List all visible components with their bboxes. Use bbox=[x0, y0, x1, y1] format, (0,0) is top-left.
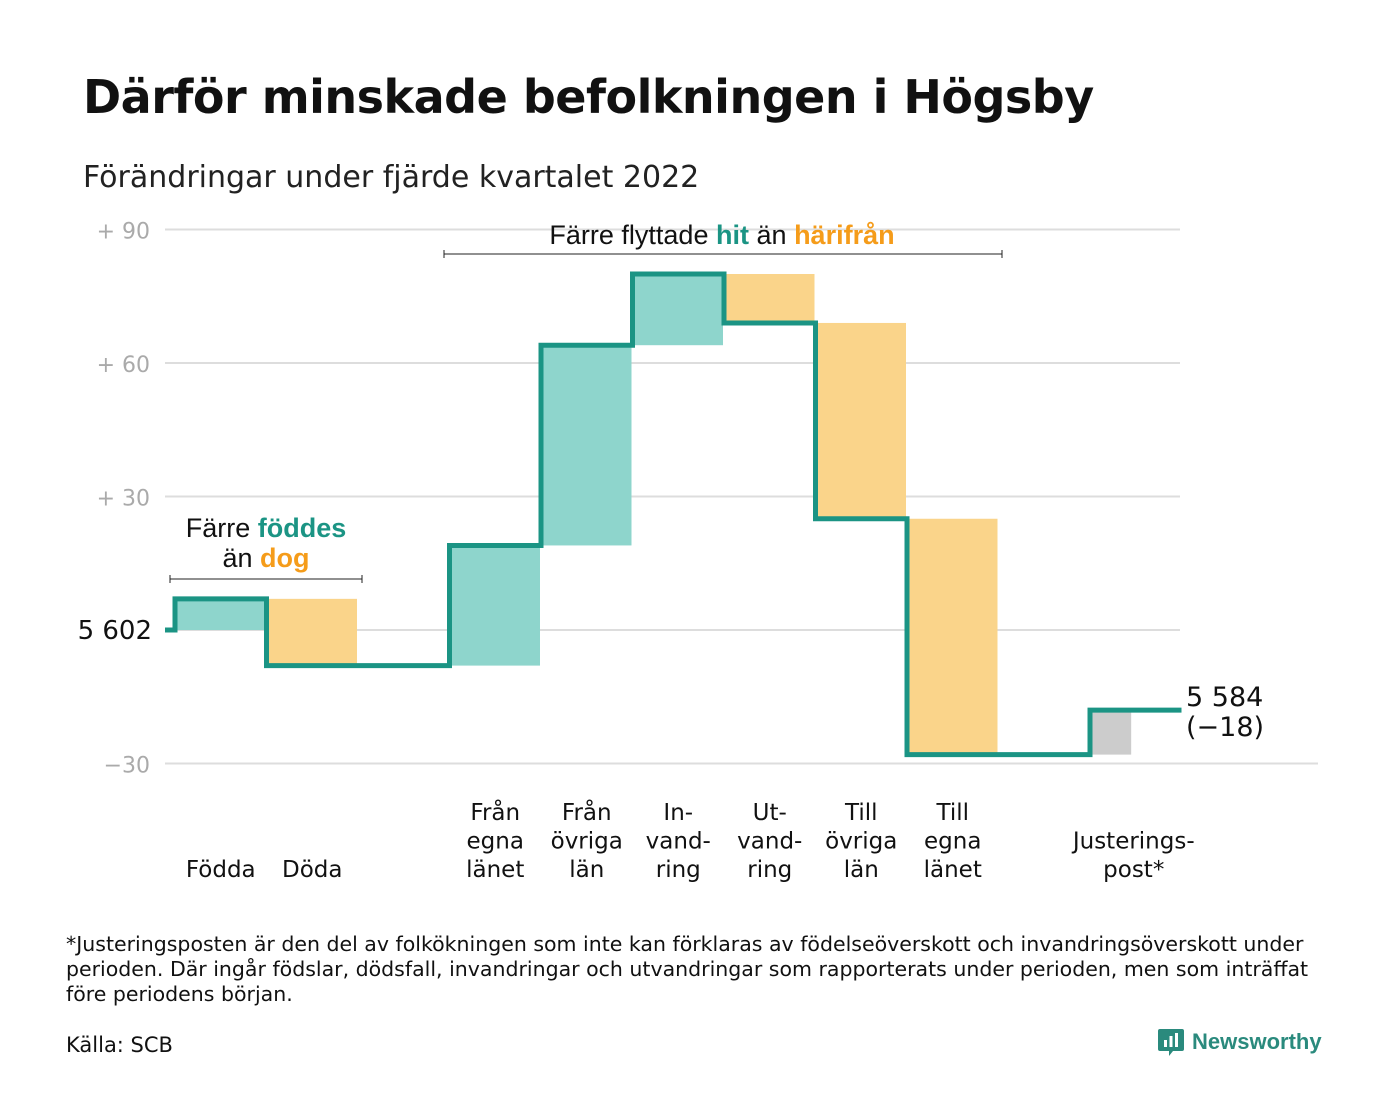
x-label-invandring: ring bbox=[656, 857, 701, 883]
x-axis-labels: Födda DödaFrånegnalänetFrånövrigalänIn-va… bbox=[186, 798, 1195, 883]
y-tick-label: −30 bbox=[104, 754, 150, 779]
bar-till_ovriga bbox=[815, 322, 906, 519]
migration-annotation-text: Färre flyttade bbox=[549, 220, 708, 250]
bar-doda bbox=[266, 598, 357, 666]
bar-fran_egna bbox=[449, 545, 540, 666]
bar-justering bbox=[1090, 710, 1132, 755]
x-label-fran_egna: egna bbox=[467, 829, 524, 855]
brand-name: Newsworthy bbox=[1192, 1029, 1322, 1054]
svg-text:Färre föddes: Färre föddes bbox=[186, 513, 347, 543]
x-label-till_ovriga: Till bbox=[844, 800, 878, 826]
footnote: *Justeringsposten är den del av folkökni… bbox=[66, 932, 1309, 1006]
x-label-fodda: Födda bbox=[186, 857, 256, 883]
x-label-till_ovriga: övriga bbox=[825, 829, 897, 855]
chart-subtitle: Förändringar under fjärde kvartalet 2022 bbox=[83, 160, 700, 195]
x-label-invandring: vand- bbox=[646, 829, 711, 855]
x-label-fran_ovriga: Från bbox=[562, 798, 612, 826]
x-label-till_ovriga: län bbox=[844, 857, 879, 883]
bar-invandring bbox=[632, 274, 723, 346]
x-label-fran_ovriga: övriga bbox=[551, 829, 623, 855]
migration-annotation-harifran: härifrån bbox=[794, 220, 895, 250]
x-label-invandring: In- bbox=[663, 800, 693, 826]
start-value-label: 5 602 bbox=[78, 616, 152, 646]
x-label-justering: post* bbox=[1103, 857, 1164, 883]
x-label-justering: Justerings- bbox=[1071, 829, 1195, 855]
births-annotation-highlight2: dog bbox=[260, 543, 309, 573]
x-label-doda: Döda bbox=[282, 857, 342, 883]
births-annotation-highlight: föddes bbox=[258, 513, 347, 543]
migration-bracket bbox=[443, 250, 1003, 258]
x-label-till_egna: Till bbox=[935, 800, 969, 826]
y-tick-label: + 30 bbox=[97, 487, 150, 512]
step-line bbox=[165, 271, 1182, 758]
births-annotation-text2: än bbox=[222, 543, 252, 573]
bars bbox=[175, 274, 1132, 755]
end-value-label: 5 584 bbox=[1186, 682, 1263, 713]
y-tick-label: + 90 bbox=[97, 220, 150, 245]
source-note: Källa: SCB bbox=[66, 1033, 173, 1057]
brand-logo: Newsworthy bbox=[1158, 1027, 1322, 1057]
x-label-utvandring: ring bbox=[747, 857, 792, 883]
y-axis-ticks: + 90 + 60 + 30 5 602 −30 bbox=[78, 220, 152, 779]
newsworthy-logo-icon bbox=[1158, 1029, 1184, 1056]
chart-title: Därför minskade befolkningen i Högsby bbox=[83, 70, 1094, 124]
migration-annotation: Färre flyttade hit än härifrån bbox=[443, 220, 1003, 258]
waterfall-chart: + 90+ 60+ 305 602−30 Födda DödaFrånegnalä… bbox=[78, 220, 1318, 883]
births-annotation: Färre föddes än dog bbox=[169, 513, 363, 583]
y-tick-label: + 60 bbox=[97, 353, 150, 378]
migration-annotation-mid: än bbox=[757, 220, 787, 250]
x-label-fran_ovriga: län bbox=[569, 857, 604, 883]
bar-fodda bbox=[175, 598, 266, 630]
end-change-label: (−18) bbox=[1186, 712, 1264, 743]
migration-annotation-hit: hit bbox=[716, 220, 749, 250]
x-label-till_egna: egna bbox=[924, 829, 981, 855]
x-label-fran_egna: Från bbox=[470, 798, 520, 826]
bar-utvandring bbox=[724, 274, 815, 323]
svg-text:än dog: än dog bbox=[222, 543, 309, 573]
x-label-fran_egna: länet bbox=[466, 857, 524, 883]
x-label-utvandring: Ut- bbox=[753, 800, 787, 826]
svg-text:Färre flyttade h: Färre flyttade hit än härifrån bbox=[549, 220, 894, 250]
bar-till_egna bbox=[907, 518, 998, 755]
bar-fran_ovriga bbox=[541, 345, 632, 546]
births-bracket bbox=[169, 575, 363, 583]
x-label-utvandring: vand- bbox=[737, 829, 802, 855]
births-annotation-text: Färre bbox=[186, 513, 251, 543]
x-label-till_egna: länet bbox=[924, 857, 982, 883]
step-line-path bbox=[165, 271, 1182, 758]
